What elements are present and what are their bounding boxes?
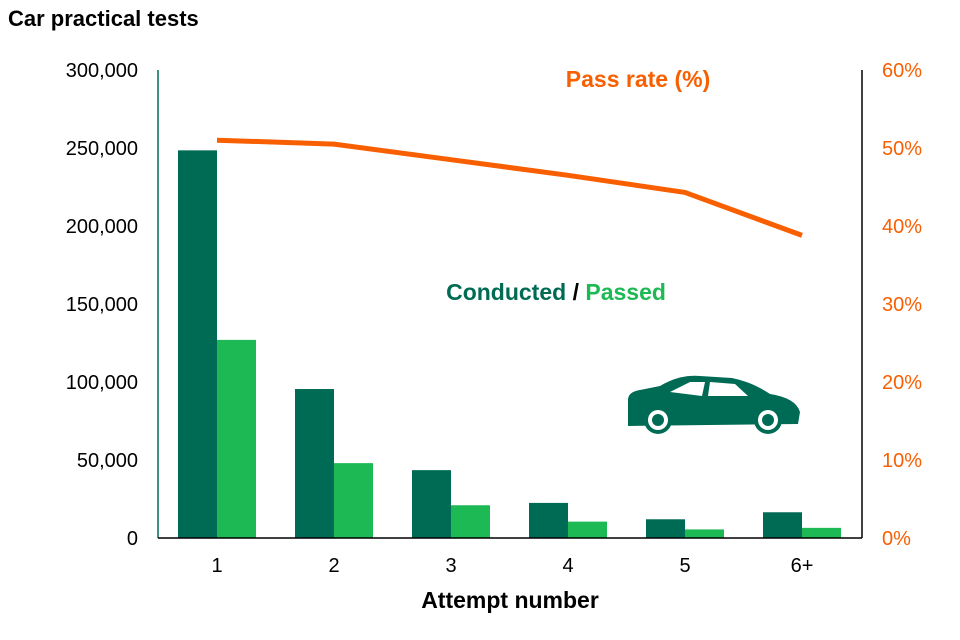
conducted-bar xyxy=(295,389,334,538)
right-tick-label: 30% xyxy=(882,294,922,316)
chart-title: Car practical tests xyxy=(8,6,199,31)
x-tick-label: 6+ xyxy=(791,555,814,577)
left-tick-label: 150,000 xyxy=(66,294,138,316)
pass-rate-label: Pass rate (%) xyxy=(566,66,710,92)
passed-bar xyxy=(685,529,724,538)
left-tick-label: 200,000 xyxy=(66,216,138,238)
x-tick-label: 1 xyxy=(211,555,222,577)
conducted-bar xyxy=(178,150,217,538)
left-tick-label: 250,000 xyxy=(66,138,138,160)
pass-rate-line-group xyxy=(216,137,803,238)
right-tick-label: 20% xyxy=(882,372,922,394)
conducted-bar xyxy=(763,512,802,538)
passed-bar xyxy=(451,505,490,538)
car-icon xyxy=(628,375,800,434)
left-axis: 0 50,000 100,000 150,000 200,000 250,000 300,0… xyxy=(66,60,159,550)
x-axis-title: Attempt number xyxy=(421,587,599,613)
conducted-label: Conducted xyxy=(446,279,566,305)
right-tick-label: 0% xyxy=(882,528,911,550)
passed-bar xyxy=(568,521,607,538)
x-ticks: 1 2 3 4 5 6+ xyxy=(158,537,862,577)
passed-bar xyxy=(334,463,373,538)
left-tick-label: 50,000 xyxy=(77,450,138,472)
left-tick-label: 0 xyxy=(127,528,138,550)
right-tick-label: 40% xyxy=(882,216,922,238)
passed-bar xyxy=(217,339,256,538)
right-tick-label: 50% xyxy=(882,138,922,160)
conducted-bar xyxy=(412,470,451,538)
x-tick-label: 3 xyxy=(445,555,456,577)
x-tick-label: 2 xyxy=(328,555,339,577)
label-separator: / xyxy=(566,279,585,305)
bars xyxy=(178,150,841,538)
right-axis: 0% 10% 20% 30% 40% 50% 60% xyxy=(861,60,922,550)
conducted-bar xyxy=(529,502,568,538)
left-tick-label: 300,000 xyxy=(66,60,138,82)
right-tick-label: 60% xyxy=(882,60,922,82)
conducted-bar xyxy=(646,519,685,538)
x-tick-label: 5 xyxy=(679,555,690,577)
left-tick-label: 100,000 xyxy=(66,372,138,394)
passed-label: Passed xyxy=(585,279,666,305)
bar-series-label: Conducted / Passed xyxy=(446,279,666,305)
x-tick-label: 4 xyxy=(562,555,573,577)
pass-rate-line xyxy=(216,137,803,238)
right-tick-label: 10% xyxy=(882,450,922,472)
passed-bar xyxy=(802,527,841,538)
